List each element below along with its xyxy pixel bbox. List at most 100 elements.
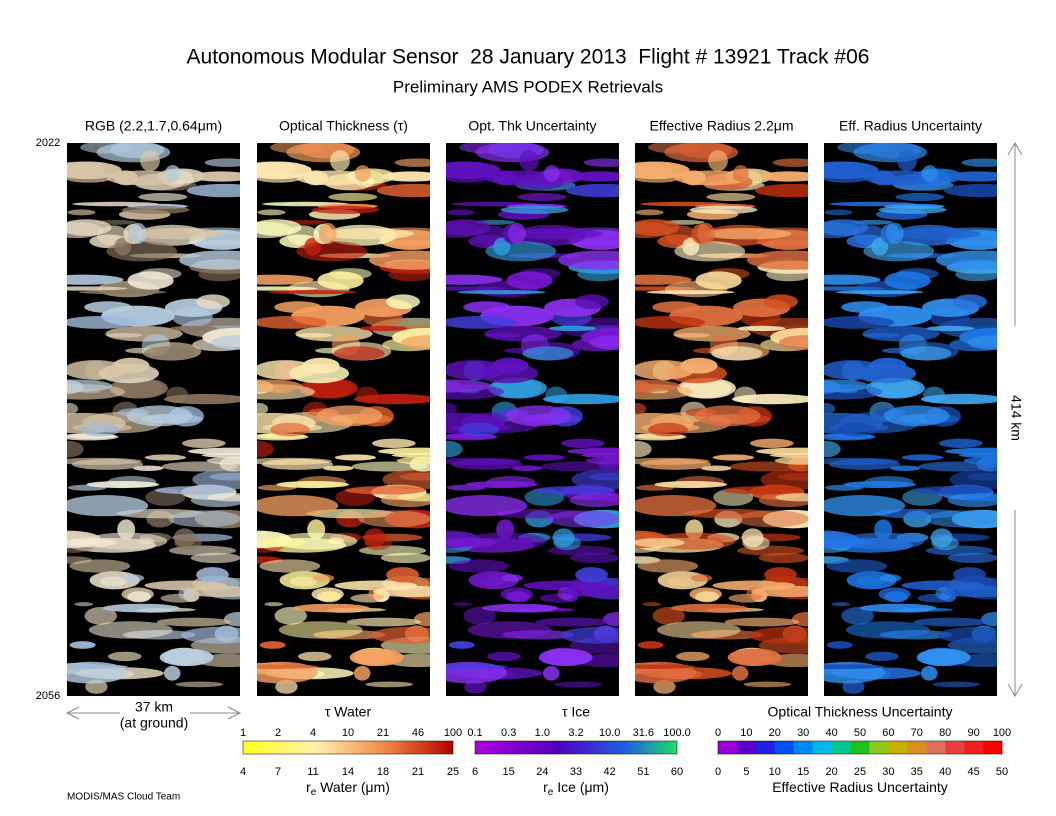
colorbar-segment bbox=[926, 741, 946, 754]
colorbar-tick-label: 5 bbox=[743, 766, 749, 778]
cloud-patch bbox=[67, 219, 112, 236]
cloud-patch bbox=[358, 510, 430, 528]
cloud-patch bbox=[78, 290, 167, 295]
cloud-patch bbox=[154, 486, 237, 495]
cloud-patch bbox=[501, 574, 524, 582]
cloud-patch bbox=[386, 567, 419, 583]
cloud-patch bbox=[481, 603, 559, 613]
cloud-patch bbox=[749, 626, 808, 644]
cloud-patch bbox=[953, 294, 987, 310]
cloud-patch bbox=[918, 461, 995, 472]
colorbar-tick-label: 50 bbox=[854, 727, 866, 739]
colorbar-segment bbox=[964, 741, 984, 754]
cloud-patch bbox=[446, 664, 507, 669]
colorbar-segment bbox=[831, 741, 851, 754]
cloud-patch bbox=[878, 205, 947, 214]
cloud-patch bbox=[724, 617, 800, 627]
cloud-patch bbox=[351, 461, 428, 472]
cloud-patch bbox=[144, 454, 187, 461]
cloud-patch bbox=[586, 493, 619, 502]
cloud-patch bbox=[102, 603, 180, 613]
cloud-patch bbox=[911, 486, 994, 495]
colorbar-tick-label: 11 bbox=[307, 766, 318, 778]
colorbar-tick-label: 35 bbox=[911, 766, 923, 778]
cloud-patch bbox=[376, 240, 430, 246]
subscript: e bbox=[311, 787, 317, 798]
cloud-patch bbox=[824, 664, 885, 669]
cloud-patch bbox=[766, 267, 808, 282]
cloud-patch bbox=[486, 651, 521, 662]
colorbar-segment bbox=[718, 741, 738, 754]
cloud-patch bbox=[535, 617, 611, 627]
cloud-patch bbox=[156, 617, 232, 627]
cloud-patch bbox=[506, 591, 531, 603]
cloud-patch bbox=[824, 274, 881, 285]
cloud-patch bbox=[88, 621, 173, 639]
cloud-patch bbox=[841, 301, 889, 313]
colorbar-tick-label: 90 bbox=[967, 727, 979, 739]
colorbar-tick-label: 50 bbox=[996, 766, 1008, 778]
cloud-patch bbox=[656, 621, 741, 639]
cloud-patch bbox=[344, 486, 427, 495]
cloud-patch bbox=[190, 552, 240, 564]
colorbar-tick-label: 1.0 bbox=[535, 727, 550, 739]
cloud-patch bbox=[670, 603, 748, 613]
cloud-patch bbox=[396, 456, 430, 465]
cloud-patch bbox=[397, 493, 430, 502]
cloud-patch bbox=[522, 346, 574, 361]
cloud-patch bbox=[278, 621, 363, 639]
cloud-patch bbox=[459, 422, 499, 437]
subtitle: Preliminary AMS PODEX Retrievals bbox=[393, 77, 663, 96]
cloud-patch bbox=[163, 393, 240, 405]
cloud-patch bbox=[828, 458, 901, 470]
cloud-patch bbox=[388, 267, 430, 282]
cloud-patch bbox=[560, 626, 619, 644]
cloud-patch bbox=[711, 346, 763, 361]
cloud-patch bbox=[113, 170, 138, 186]
colorbar-tick-label: 10.0 bbox=[599, 727, 620, 739]
cloud-patch bbox=[446, 209, 475, 216]
cloud-patch bbox=[324, 228, 414, 240]
cloud-patch bbox=[913, 617, 989, 627]
cloud-patch bbox=[143, 346, 195, 361]
cloud-patch bbox=[635, 274, 692, 285]
colorbar-segment bbox=[907, 741, 927, 754]
cloud-patch bbox=[453, 602, 473, 607]
cloud-patch bbox=[772, 158, 808, 167]
cloud-patch bbox=[560, 438, 605, 448]
cloud-patch bbox=[506, 271, 553, 290]
cloud-patch bbox=[870, 170, 895, 186]
cloud-patch bbox=[831, 602, 851, 607]
label-text: Ice (μm) bbox=[553, 779, 609, 795]
cloud-patch bbox=[376, 183, 430, 198]
cloud-patch bbox=[413, 612, 430, 627]
cloud-patch bbox=[67, 360, 127, 380]
colorbar-bottom-label: Effective Radius Uncertainty bbox=[772, 779, 948, 795]
cloud-patch bbox=[259, 559, 321, 573]
cloud-patch bbox=[463, 606, 496, 625]
cloud-patch bbox=[467, 621, 552, 639]
cloud-patch bbox=[863, 241, 935, 262]
colorbar-tick-label: 60 bbox=[882, 727, 894, 739]
symbol: r bbox=[306, 779, 311, 795]
panel-title: Eff. Radius Uncertainty bbox=[839, 118, 982, 134]
label-text: Effective Radius Uncertainty bbox=[772, 779, 948, 795]
cloud-patch bbox=[128, 222, 147, 244]
cloud-patch bbox=[920, 665, 938, 681]
cloud-patch bbox=[824, 171, 872, 183]
colorbar-bottom-label: re Water (μm) bbox=[306, 779, 390, 798]
cloud-patch bbox=[741, 528, 764, 548]
cloud-patch bbox=[292, 603, 370, 613]
cloud-patch bbox=[371, 626, 430, 644]
cloud-patch bbox=[257, 316, 328, 329]
colorbar-tick-label: 7 bbox=[275, 766, 281, 778]
colorbar-tick-label: 2 bbox=[275, 727, 281, 739]
cloud-patch bbox=[448, 559, 510, 573]
panel-image bbox=[257, 143, 430, 696]
cloud-patch bbox=[511, 465, 543, 471]
cloud-patch bbox=[394, 158, 430, 167]
cloud-patch bbox=[543, 165, 560, 182]
cloud-patch bbox=[257, 209, 286, 216]
cloud-patch bbox=[562, 585, 619, 598]
cloud-patch bbox=[749, 438, 794, 448]
